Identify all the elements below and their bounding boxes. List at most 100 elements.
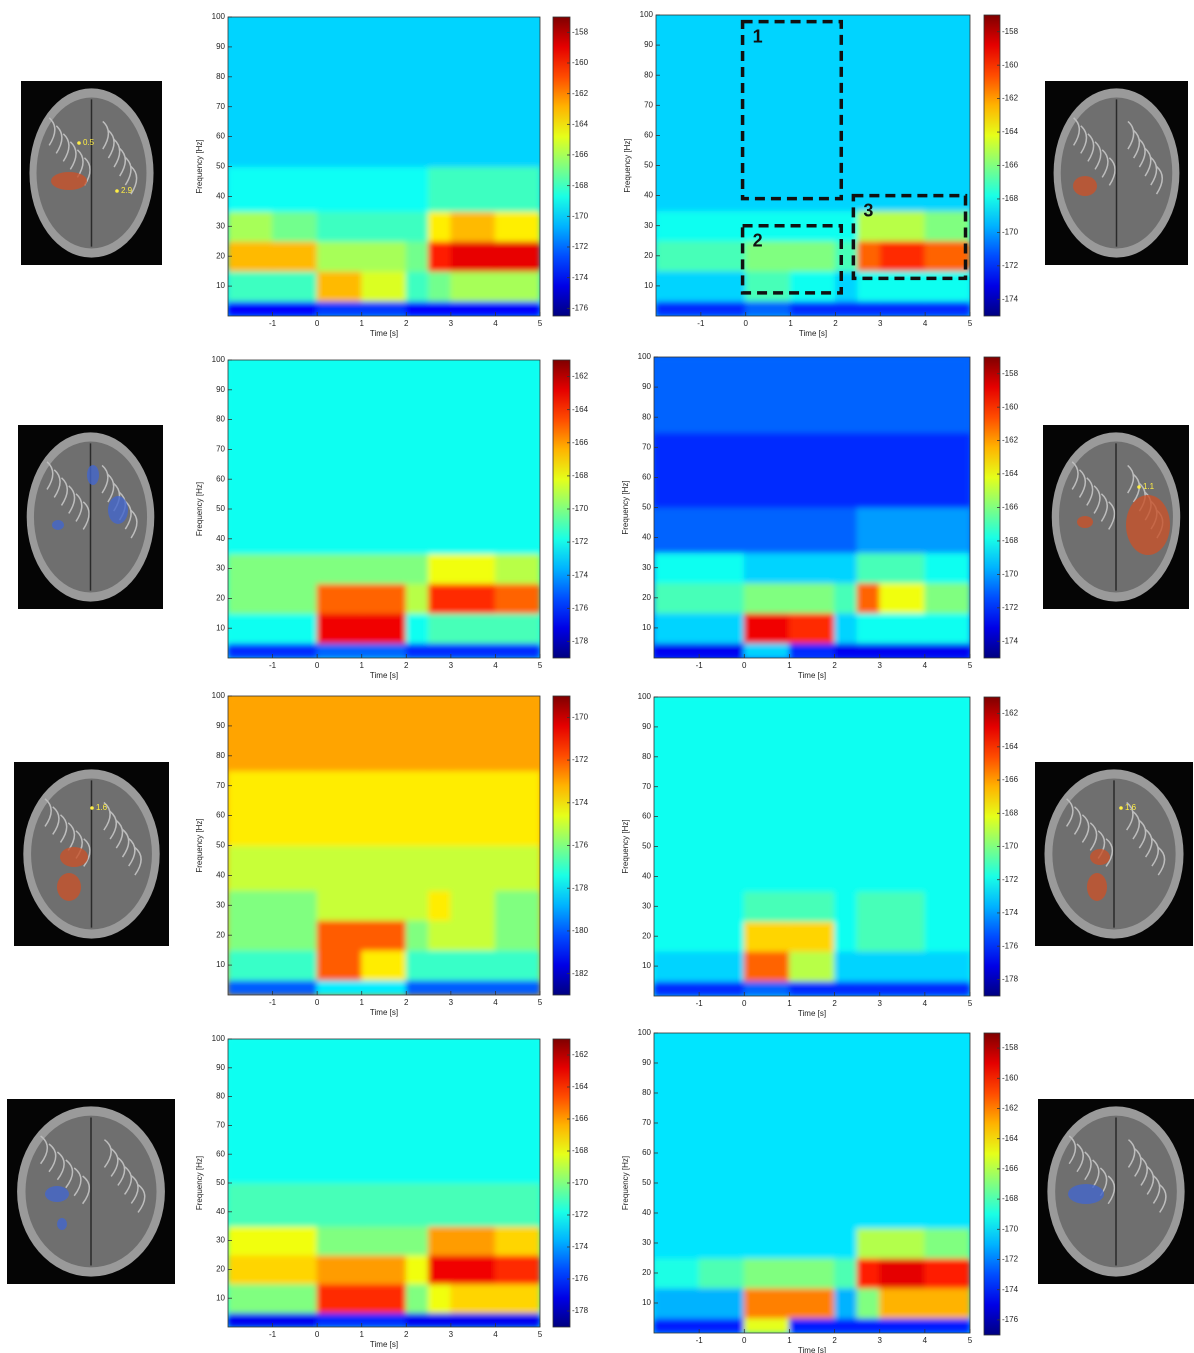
heatmap-cell [406,211,429,242]
heatmap-cell [406,1255,429,1285]
heatmap-cell [699,697,745,773]
colorbar-tick-label: -170 [1002,1224,1019,1233]
heatmap-cell [789,612,835,643]
heatmap-cell [700,300,746,316]
y-tick-label: 50 [216,1178,225,1187]
heatmap-cell [317,643,363,659]
activation-blob [108,496,128,524]
colorbar-tick-label: -172 [1002,603,1019,612]
heatmap-cell [857,1183,881,1229]
heatmap-cell [272,509,318,555]
heatmap [654,697,971,997]
heatmap-cell [361,17,407,93]
y-tick-label: 10 [216,960,225,969]
heatmap-cell [924,846,970,892]
heatmap-cell [789,771,835,847]
heatmap-cell [495,1283,541,1313]
heatmap-cell [272,845,318,891]
heatmap-cells [656,15,971,317]
y-tick-label: 70 [642,782,651,791]
x-tick-label: 5 [538,1330,543,1339]
y-tick-label: 80 [216,72,225,81]
heatmap-cell [495,845,541,891]
heatmap-cell [272,1312,318,1327]
heatmap-cell [361,360,407,436]
heatmap-cell [406,950,429,981]
heatmap-cell [924,1288,970,1319]
y-tick-label: 10 [642,961,651,970]
y-tick-label: 30 [642,901,651,910]
colorbar-tick-label: -176 [1002,941,1019,950]
colorbar-tick-label: -178 [1002,974,1019,983]
heatmap-cell [744,582,790,613]
heatmap-cell [495,770,541,846]
x-tick-label: 3 [449,1330,454,1339]
y-tick-label: 50 [216,162,225,171]
heatmap-cell [317,920,363,951]
heatmap-cell [699,1258,745,1289]
heatmap-cell [656,210,702,241]
heatmap-cell [700,270,746,301]
colorbar-tick-label: -168 [1002,808,1019,817]
colorbar-tick-label: -174 [1002,1285,1019,1294]
heatmap-cell [428,271,451,302]
heatmap-cell [317,1183,363,1227]
y-tick-label: 50 [642,503,651,512]
heatmap-cell [857,357,881,433]
heatmap-cell [317,890,363,921]
heatmap-cell [699,357,745,433]
heatmap-cell [857,1318,881,1334]
y-tick-label: 70 [642,442,651,451]
heatmap-cell [744,891,790,922]
colorbar-tick-label: -172 [572,537,589,546]
y-tick-label: 90 [644,40,653,49]
heatmap-cell [924,357,970,433]
heatmap-cell [789,582,835,613]
heatmap-cell [656,300,702,316]
activation-blob [51,172,87,190]
heatmap-cell [744,552,790,583]
heatmap-cell [406,91,429,167]
heatmap-cell [789,981,835,997]
brain-image: 1.6 [14,762,169,946]
heatmap-cell [857,432,881,508]
heatmap-cell [495,643,541,659]
x-tick-label: 0 [315,661,320,670]
heatmap-cell [228,360,274,436]
heatmap-cell [857,582,881,613]
heatmap-cell [857,642,881,658]
heatmap-cell [317,434,363,510]
y-tick-label: 100 [212,12,226,21]
heatmap-cell [699,582,745,613]
colorbar-tick-label: -174 [1002,294,1019,303]
heatmap-cell [450,613,496,644]
y-tick-label: 10 [642,623,651,632]
electrode-label: 1.6 [1125,803,1137,812]
heatmap-cell [744,357,790,433]
heatmap-cell [428,1283,451,1313]
y-tick-label: 80 [642,412,651,421]
activation-blob [60,847,88,867]
x-tick-label: 3 [877,999,882,1008]
heatmap-cell [495,360,541,436]
heatmap-cell [790,165,836,211]
x-tick-label: 1 [787,999,792,1008]
heatmap-cell [272,1226,318,1256]
heatmap-cell [857,1108,881,1184]
heatmap-cell [857,612,881,643]
heatmap-cell [699,846,745,892]
heatmap-cell [700,90,746,166]
heatmap-cell [789,921,835,952]
heatmap-cell [428,17,451,93]
heatmap-cell [699,1033,745,1109]
colorbar-tick-label: -166 [572,438,589,447]
heatmap-cell [406,509,429,555]
heatmap-cell [272,890,318,921]
heatmap-cell [880,90,926,166]
colorbar-tick-label: -174 [1002,908,1019,917]
heatmap-cell [744,771,790,847]
heatmap-cell [744,507,790,553]
heatmap-cell [361,613,407,644]
heatmap-cell [317,241,363,272]
heatmap-cell [879,951,925,982]
